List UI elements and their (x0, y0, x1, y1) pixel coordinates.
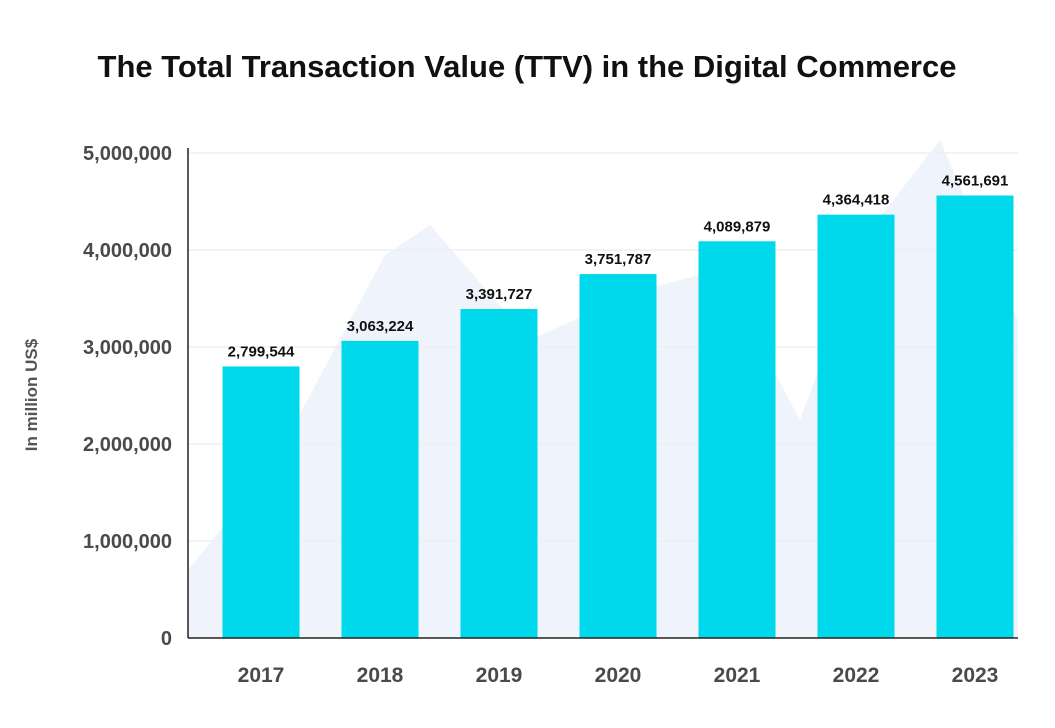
data-label: 4,364,418 (823, 192, 890, 209)
x-tick-label: 2017 (238, 664, 285, 687)
data-label: 2,799,544 (228, 343, 295, 360)
bar (936, 195, 1014, 638)
x-tick-label: 2020 (595, 664, 642, 687)
data-label: 3,751,787 (585, 251, 652, 268)
bar (341, 340, 419, 638)
x-tick-label: 2021 (714, 664, 761, 687)
y-tick-label: 1,000,000 (83, 531, 172, 553)
y-tick-label: 4,000,000 (83, 240, 172, 262)
x-tick-label: 2022 (833, 664, 880, 687)
y-tick-label: 2,000,000 (83, 434, 172, 456)
data-labels: 2,799,544 3,063,224 3,391,727 3,751,787 4,08… (228, 173, 1009, 361)
y-axis-ticks: 0 1,000,000 2,000,000 3,000,000 4,000,000 5,0… (83, 143, 172, 650)
x-tick-label: 2023 (952, 664, 999, 687)
bar (460, 309, 538, 638)
data-label: 3,063,224 (347, 318, 414, 335)
y-tick-label: 5,000,000 (83, 143, 172, 165)
bar (817, 214, 895, 638)
x-axis-ticks: 2017 2018 2019 2020 2021 2022 2023 (238, 664, 999, 687)
y-tick-label: 0 (161, 628, 172, 650)
bar (222, 366, 300, 638)
y-axis-label: In million US$ (22, 338, 41, 451)
chart-title: The Total Transaction Value (TTV) in the… (98, 49, 957, 84)
y-tick-label: 3,000,000 (83, 337, 172, 359)
x-tick-label: 2018 (357, 664, 404, 687)
bars (222, 195, 1014, 638)
bar (698, 241, 776, 638)
bar (579, 274, 657, 638)
data-label: 3,391,727 (466, 286, 533, 303)
x-tick-label: 2019 (476, 664, 523, 687)
data-label: 4,561,691 (942, 173, 1009, 190)
data-label: 4,089,879 (704, 218, 771, 235)
